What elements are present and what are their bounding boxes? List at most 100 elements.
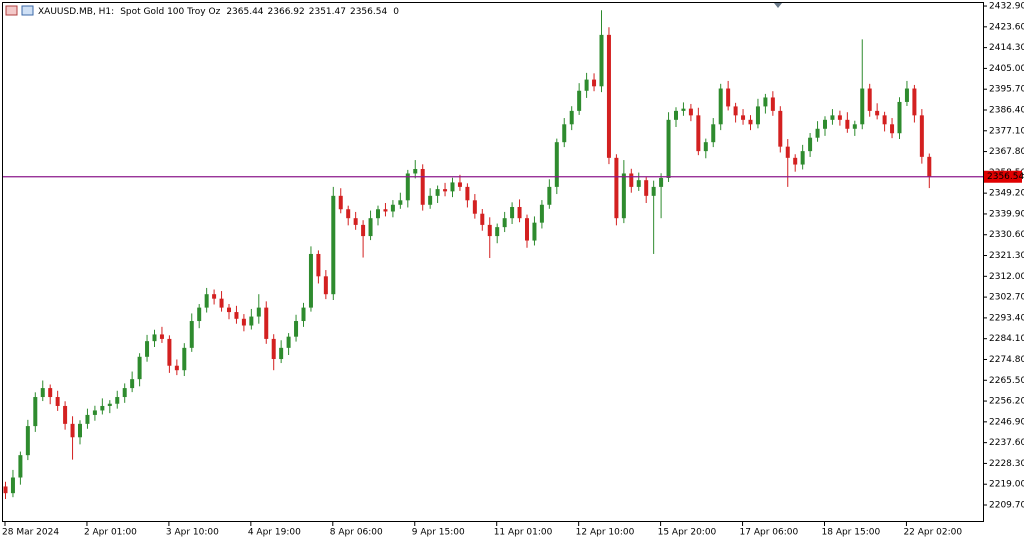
candle-body: [696, 115, 701, 152]
y-tick-label: 2386.40: [989, 105, 1024, 115]
candle-body: [204, 294, 209, 308]
candle-body: [428, 195, 433, 205]
candle-body: [830, 115, 835, 120]
y-tick-label: 2274.80: [989, 355, 1024, 365]
candle-body: [450, 182, 455, 192]
candle-body: [40, 388, 45, 398]
candle-body: [55, 397, 60, 406]
candle-body: [48, 388, 53, 398]
candle-body: [353, 218, 358, 225]
x-tick-label: 2 Apr 01:00: [84, 528, 137, 538]
x-tick-label: 12 Apr 10:00: [576, 528, 635, 538]
y-tick-label: 2312.00: [989, 272, 1024, 282]
candle-body: [85, 414, 90, 424]
candle-body: [182, 347, 187, 371]
header-low: 2351.47: [309, 7, 346, 17]
chart-title: XAUUSD.MB, H1:: [38, 7, 114, 17]
y-tick-label: 2349.20: [989, 189, 1024, 199]
chart-header: XAUUSD.MB, H1: Spot Gold 100 Troy Oz 2365.…: [38, 7, 399, 17]
x-tick-label: 28 Mar 2024: [2, 528, 59, 538]
symbol-icons: [5, 5, 34, 16]
x-tick-label: 4 Apr 19:00: [248, 528, 301, 538]
candle-body: [741, 115, 746, 120]
candle-body: [592, 79, 597, 87]
candle-body: [629, 173, 634, 187]
candle-body: [398, 200, 403, 205]
candle-body: [904, 88, 909, 102]
candle-body: [308, 253, 313, 308]
x-tick-label: 3 Apr 10:00: [166, 528, 219, 538]
candle-body: [651, 186, 656, 196]
candle-body: [621, 173, 626, 219]
y-tick-label: 2330.60: [989, 230, 1024, 240]
y-tick-label: 2293.40: [989, 313, 1024, 323]
candle-body: [279, 347, 284, 360]
candle-body: [472, 200, 477, 214]
plot-frame: [2, 2, 984, 522]
candle-body: [785, 146, 790, 158]
candle-body: [793, 157, 798, 165]
candle-body: [532, 222, 537, 241]
x-tick-label: 8 Apr 06:00: [330, 528, 383, 538]
candle-body: [823, 119, 827, 129]
x-tick-label: 22 Apr 02:00: [903, 528, 962, 538]
candle-body: [852, 124, 857, 129]
candle-body: [383, 209, 388, 212]
x-tick-label: 18 Apr 15:00: [822, 528, 881, 538]
candle-body: [636, 180, 641, 187]
candle-body: [860, 88, 865, 125]
candle-body: [763, 97, 768, 107]
candle-body: [100, 405, 105, 411]
candle-body: [70, 423, 75, 438]
candle-body: [457, 182, 462, 187]
candle-body: [502, 218, 507, 228]
candle-body: [666, 119, 671, 178]
candle-body: [338, 195, 343, 210]
candle-body: [390, 204, 395, 212]
candle-body: [346, 209, 351, 219]
candle-body: [264, 307, 269, 339]
candle-body: [189, 321, 194, 348]
y-tick-label: 2414.30: [989, 43, 1024, 53]
candle-body: [554, 142, 559, 187]
price-label: 2356.54: [987, 172, 1024, 182]
candle-body: [614, 157, 619, 219]
candle-body: [145, 341, 150, 357]
candle-body: [547, 186, 552, 205]
y-tick-label: 2367.80: [989, 147, 1024, 157]
candle-body: [174, 365, 179, 371]
candle-body: [837, 115, 842, 120]
candle-body: [748, 119, 753, 125]
candle-body: [688, 108, 693, 116]
candle-body: [890, 124, 895, 134]
candle-body: [644, 180, 649, 196]
candle-body: [539, 204, 544, 223]
candle-body: [376, 209, 380, 219]
candle-body: [606, 34, 611, 158]
y-tick-label: 2219.00: [989, 480, 1024, 490]
candle-body: [323, 276, 328, 295]
header-info: 0: [393, 7, 399, 17]
candle-body: [10, 477, 15, 494]
y-tick-label: 2339.90: [989, 209, 1024, 219]
candle-body: [25, 426, 30, 456]
candle-body: [249, 316, 254, 326]
candle-body: [212, 294, 217, 299]
candle-body: [681, 108, 686, 111]
candle-body: [875, 110, 880, 116]
candle-body: [420, 169, 425, 205]
x-tick-label: 11 Apr 01:00: [494, 528, 553, 538]
candle-body: [562, 124, 567, 143]
candle-body: [718, 88, 723, 125]
candle-body: [197, 307, 202, 322]
candle-body: [33, 397, 38, 427]
candle-body: [867, 88, 872, 111]
candle-body: [510, 207, 515, 219]
candle-body: [78, 423, 82, 438]
chart-subtitle: Spot Gold 100 Troy Oz: [120, 7, 220, 17]
candle-body: [927, 156, 932, 177]
icon: [5, 5, 18, 16]
candle-body: [733, 106, 738, 116]
y-tick-label: 2432.90: [989, 2, 1024, 12]
